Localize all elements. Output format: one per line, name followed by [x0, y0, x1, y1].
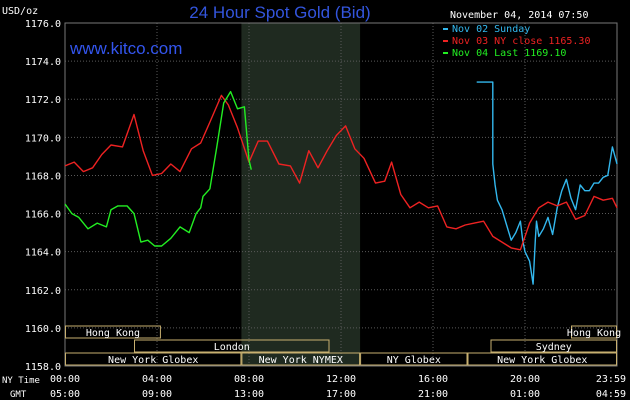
session-bar-4: [65, 352, 242, 366]
x-tick-ny-6: 23:59: [596, 374, 626, 385]
gmt-label: GMT: [10, 390, 27, 400]
nymex-shaded-period: [241, 23, 361, 366]
series-line-0: [476, 81, 618, 285]
watermark-url: www.kitco.com: [69, 39, 182, 58]
x-tick-ny-5: 20:00: [510, 374, 540, 385]
x-tick-ny-4: 16:00: [418, 374, 448, 385]
x-tick-gmt-5: 01:00: [510, 389, 540, 400]
y-tick-label-7: 1172.0: [25, 95, 61, 106]
x-tick-gmt-1: 09:00: [142, 389, 172, 400]
session-label-7: New York Globex: [497, 355, 587, 366]
x-tick-ny-0: 00:00: [50, 374, 80, 385]
y-tick-label-0: 1158.0: [25, 362, 61, 373]
series-line-2: [64, 90, 252, 247]
session-bar-6: [360, 352, 468, 366]
x-tick-ny-2: 08:00: [234, 374, 264, 385]
y-tick-label-3: 1164.0: [25, 248, 61, 259]
y-axis-units: USD/oz: [2, 6, 38, 17]
legend-label-2: Nov 04 Last 1169.10: [452, 48, 566, 59]
x-tick-ny-3: 12:00: [326, 374, 356, 385]
session-label-1: Hong Kong: [567, 328, 621, 339]
y-tick-label-1: 1160.0: [25, 324, 61, 335]
session-label-4: New York Globex: [108, 355, 198, 366]
session-bar-0: [65, 325, 161, 339]
session-bar-1: [571, 325, 617, 339]
session-label-2: London: [214, 342, 250, 353]
y-tick-label-2: 1162.0: [25, 286, 61, 297]
y-tick-label-9: 1176.0: [25, 19, 61, 30]
session-bar-5: [241, 352, 361, 366]
y-tick-label-4: 1166.0: [25, 210, 61, 221]
series-line-1: [64, 94, 618, 251]
y-axis-ticks: 1158.0 1160.0 1162.0 1164.0 1166.0 1168.0 1170…: [25, 19, 61, 373]
timestamp: November 04, 2014 07:50: [450, 10, 588, 21]
session-label-0: Hong Kong: [86, 328, 140, 339]
x-tick-ny-1: 04:00: [142, 374, 172, 385]
session-label-3: Sydney: [536, 342, 572, 353]
session-bar-7: [467, 352, 617, 366]
x-tick-gmt-6: 04:59: [596, 389, 626, 400]
x-tick-gmt-0: 05:00: [50, 389, 80, 400]
y-tick-label-6: 1170.0: [25, 133, 61, 144]
plot-frame: [64, 22, 618, 367]
x-tick-gmt-3: 17:00: [326, 389, 356, 400]
price-series: [64, 81, 618, 285]
x-axis-ticks: 00:00 05:00 04:00 09:00 08:00 13:00 12:00 17:00…: [50, 374, 626, 400]
legend-label-1: Nov 03 NY close 1165.30: [452, 36, 590, 47]
y-tick-label-8: 1174.0: [25, 57, 61, 68]
x-tick-gmt-4: 21:00: [418, 389, 448, 400]
y-tick-label-5: 1168.0: [25, 171, 61, 182]
shaded-period-rect: [241, 23, 361, 366]
session-bar-3: [490, 339, 617, 353]
chart-title: 24 Hour Spot Gold (Bid): [189, 3, 370, 22]
session-bar-2: [134, 339, 330, 353]
session-label-5: New York NYMEX: [259, 355, 343, 366]
legend-label-0: Nov 02 Sunday: [452, 24, 530, 35]
session-label-6: NY Globex: [387, 355, 441, 366]
trading-sessions: Hong Kong Hong Kong London Sydney New York G…: [65, 325, 621, 366]
x-tick-gmt-2: 13:00: [234, 389, 264, 400]
ny-time-label: NY Time: [2, 376, 40, 386]
